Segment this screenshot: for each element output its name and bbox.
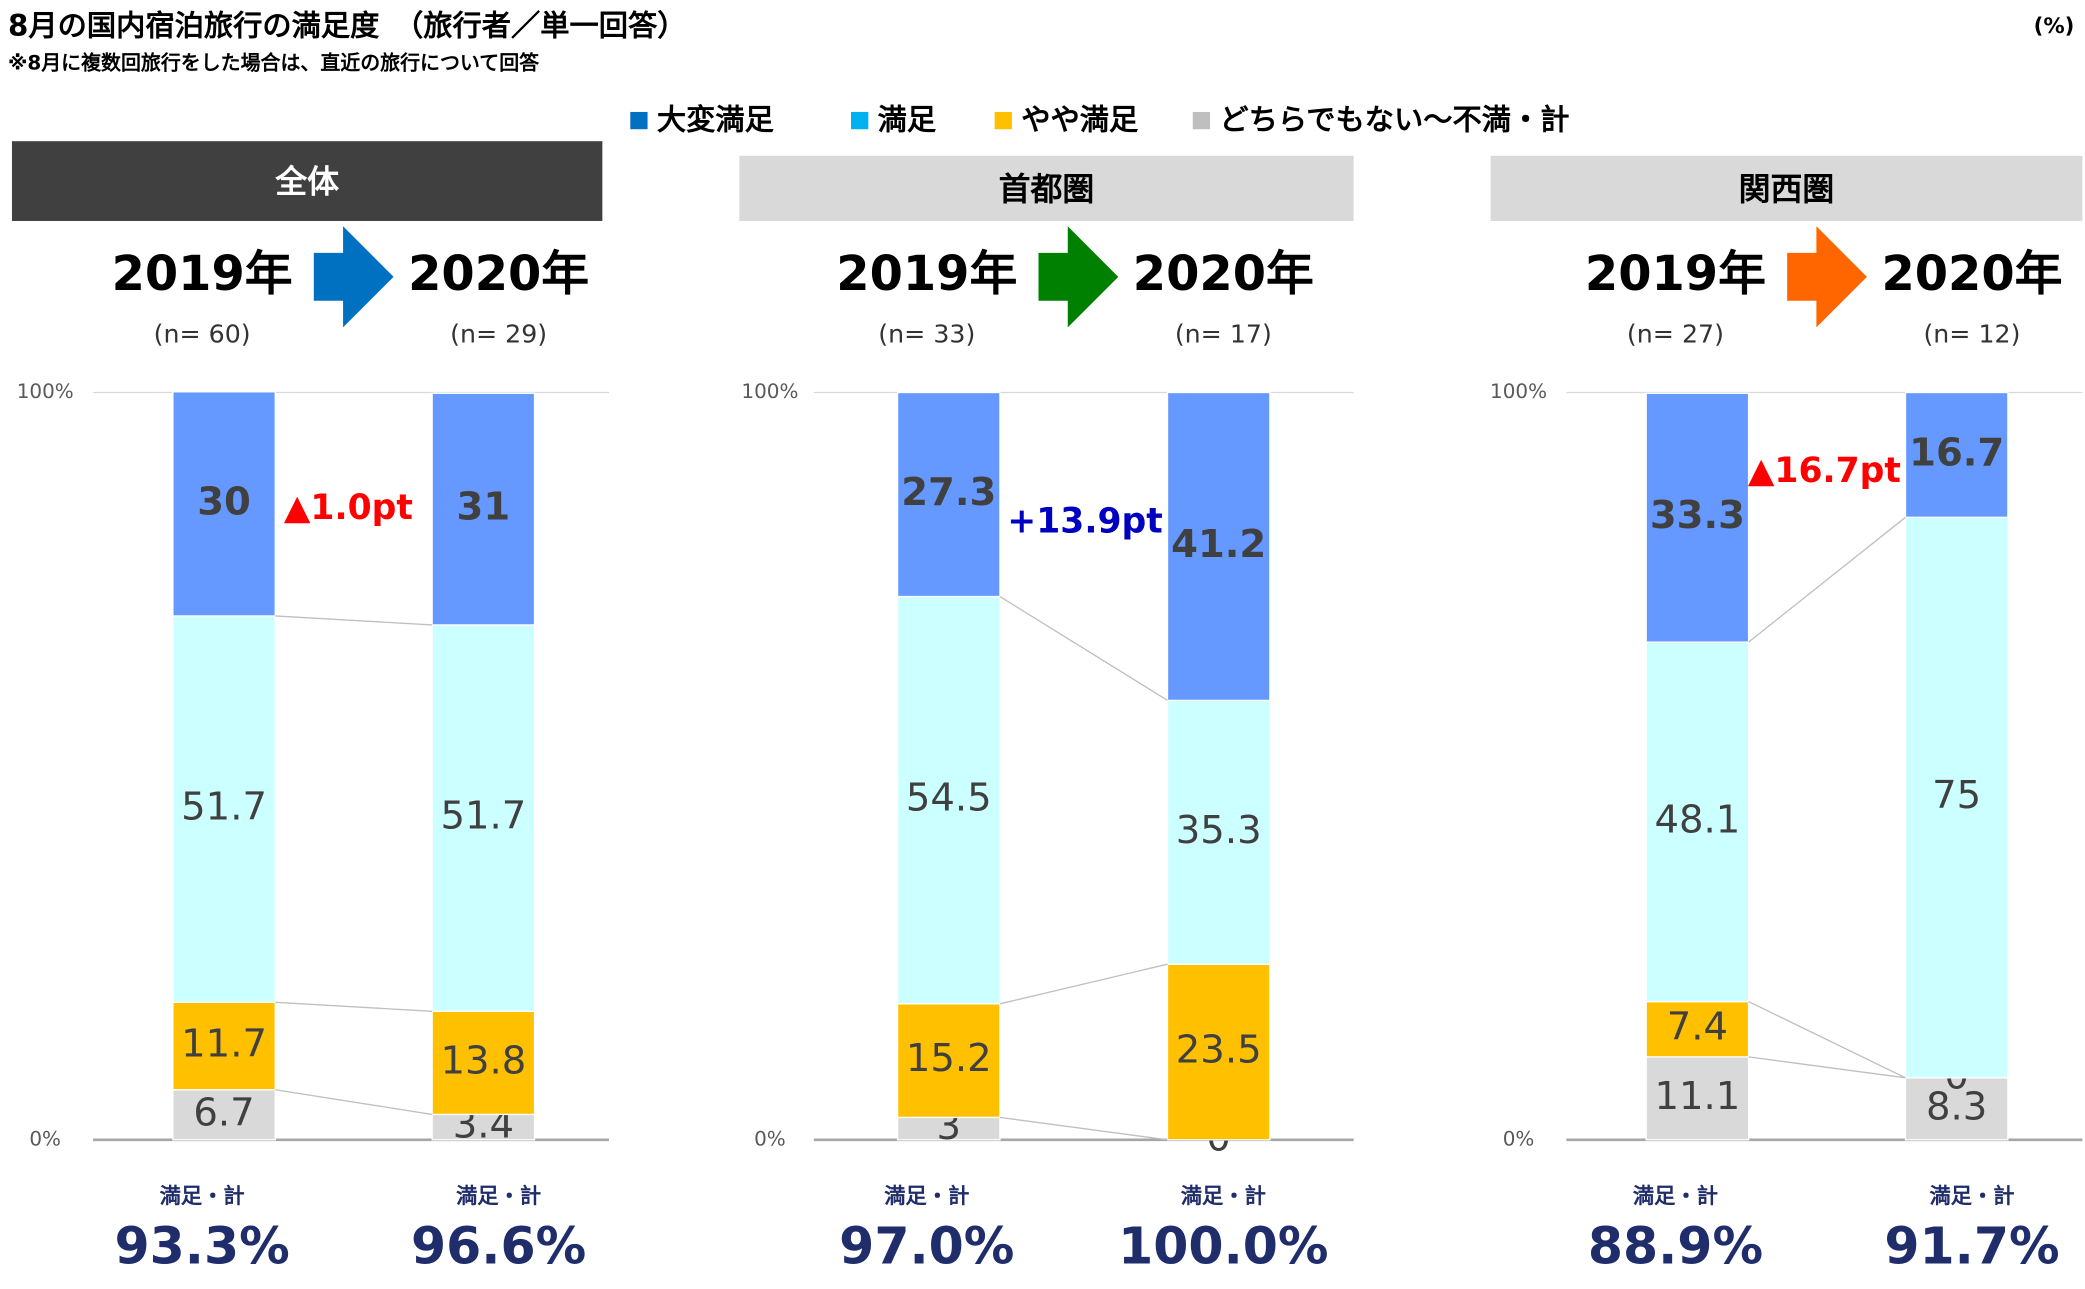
connector (999, 595, 1168, 701)
connector (275, 1001, 433, 1012)
panel-header (1490, 155, 2083, 221)
value-label: 27.3 (901, 470, 996, 515)
annotation: ▲16.7pt (1748, 451, 1901, 491)
y-tick-label: 0% (29, 1126, 61, 1150)
value-label: 15.2 (906, 1036, 992, 1081)
total-value: 93.3% (114, 1217, 289, 1276)
value-label: 54.5 (906, 776, 992, 821)
bar-segment (172, 391, 276, 617)
n-label: (n= 60) (154, 319, 251, 348)
connector (1748, 516, 1906, 643)
y-tick-label: 100% (17, 379, 74, 403)
totals-label: 満足・計 (160, 1183, 245, 1209)
connector (275, 615, 433, 626)
bar-segment (1645, 1000, 1750, 1058)
bar-segment (1166, 391, 1271, 702)
total-value: 96.6% (411, 1217, 586, 1276)
totals-label: 満足・計 (1633, 1183, 1718, 1209)
legend-label: やや満足 (1021, 103, 1139, 137)
value-label: 51.7 (440, 794, 526, 839)
year-label: 2019年 (112, 247, 293, 302)
bar-segment (1645, 1056, 1750, 1141)
panel-header (11, 141, 603, 221)
unit-label: (%) (2034, 14, 2075, 39)
arrow (1787, 226, 1867, 328)
value-label: 23.5 (1176, 1028, 1262, 1073)
n-label: (n= 27) (1627, 319, 1724, 348)
connector (275, 1089, 433, 1116)
bar-segment (1645, 392, 1750, 643)
n-label: (n= 12) (1923, 319, 2020, 348)
value-label: 7.4 (1667, 1005, 1728, 1050)
bar-segment (1166, 699, 1271, 965)
annotation: ▲1.0pt (284, 488, 413, 528)
bar-segment (172, 1001, 276, 1091)
bar-segment (1904, 391, 2009, 518)
value-label: 11.1 (1654, 1074, 1740, 1119)
total-value: 88.9% (1588, 1217, 1763, 1276)
arrow (1038, 226, 1119, 328)
legend-label: 大変満足 (657, 103, 775, 137)
year-label: 2019年 (1585, 247, 1766, 302)
year-label: 2020年 (1133, 247, 1314, 302)
n-label: (n= 33) (878, 319, 975, 348)
panel-title: 首都圏 (999, 170, 1095, 208)
value-label: 41.2 (1171, 522, 1266, 567)
total-value: 100.0% (1118, 1217, 1328, 1276)
value-label: 13.8 (440, 1038, 526, 1083)
value-label: 31 (457, 485, 511, 530)
arrow (313, 226, 394, 328)
panel-title: 関西圏 (1739, 170, 1835, 208)
year-label: 2020年 (408, 247, 589, 302)
value-label: 11.7 (181, 1022, 267, 1067)
n-label: (n= 29) (450, 319, 547, 348)
connector (1748, 1056, 1906, 1079)
value-label: 51.7 (181, 785, 267, 830)
totals-label: 満足・計 (1929, 1183, 2014, 1209)
n-label: (n= 17) (1175, 319, 1272, 348)
value-label: 6.7 (193, 1090, 254, 1135)
year-label: 2020年 (1881, 247, 2062, 302)
bar-segment (896, 391, 1001, 598)
y-tick-label: 100% (1490, 379, 1547, 403)
page-title: 8月の国内宿泊旅行の満足度 （旅行者／単一回答） (8, 8, 686, 42)
bar-segment (172, 1089, 276, 1141)
legend-marker (1192, 111, 1211, 130)
page-note: ※8月に複数回旅行をした場合は、直近の旅行について回答 (8, 51, 540, 75)
value-label: 33.3 (1650, 493, 1745, 538)
legend-label: どちらでもない～不満・計 (1219, 103, 1569, 137)
y-tick-label: 0% (754, 1126, 786, 1150)
value-label: 16.7 (1909, 430, 2004, 475)
totals-label: 満足・計 (1181, 1183, 1266, 1209)
bar-segment (896, 1003, 1001, 1119)
totals-label: 満足・計 (456, 1183, 541, 1209)
y-tick-label: 0% (1503, 1126, 1535, 1150)
connector (1748, 1000, 1906, 1079)
year-label: 2019年 (836, 247, 1017, 302)
value-label: 48.1 (1654, 797, 1740, 842)
legend-marker (630, 111, 648, 130)
panel-header (739, 155, 1354, 221)
legend-marker (851, 111, 869, 130)
value-label: 8.3 (1926, 1084, 1987, 1129)
total-value: 97.0% (839, 1217, 1014, 1276)
bar-segment (1166, 963, 1271, 1141)
legend-marker (994, 111, 1012, 130)
y-tick-label: 100% (741, 379, 798, 403)
panel-title: 全体 (274, 163, 339, 201)
bar-segment (1645, 641, 1750, 1003)
connector (999, 963, 1168, 1005)
totals-label: 満足・計 (884, 1183, 969, 1209)
bar-segment (896, 595, 1001, 1005)
legend-label: 満足 (878, 103, 937, 137)
connector (999, 1116, 1168, 1141)
annotation: +13.9pt (1007, 501, 1163, 541)
value-label: 75 (1932, 773, 1981, 818)
bar-segment (431, 392, 536, 626)
value-label: 35.3 (1176, 808, 1262, 853)
value-label: 30 (197, 479, 251, 524)
total-value: 91.7% (1884, 1217, 2059, 1276)
